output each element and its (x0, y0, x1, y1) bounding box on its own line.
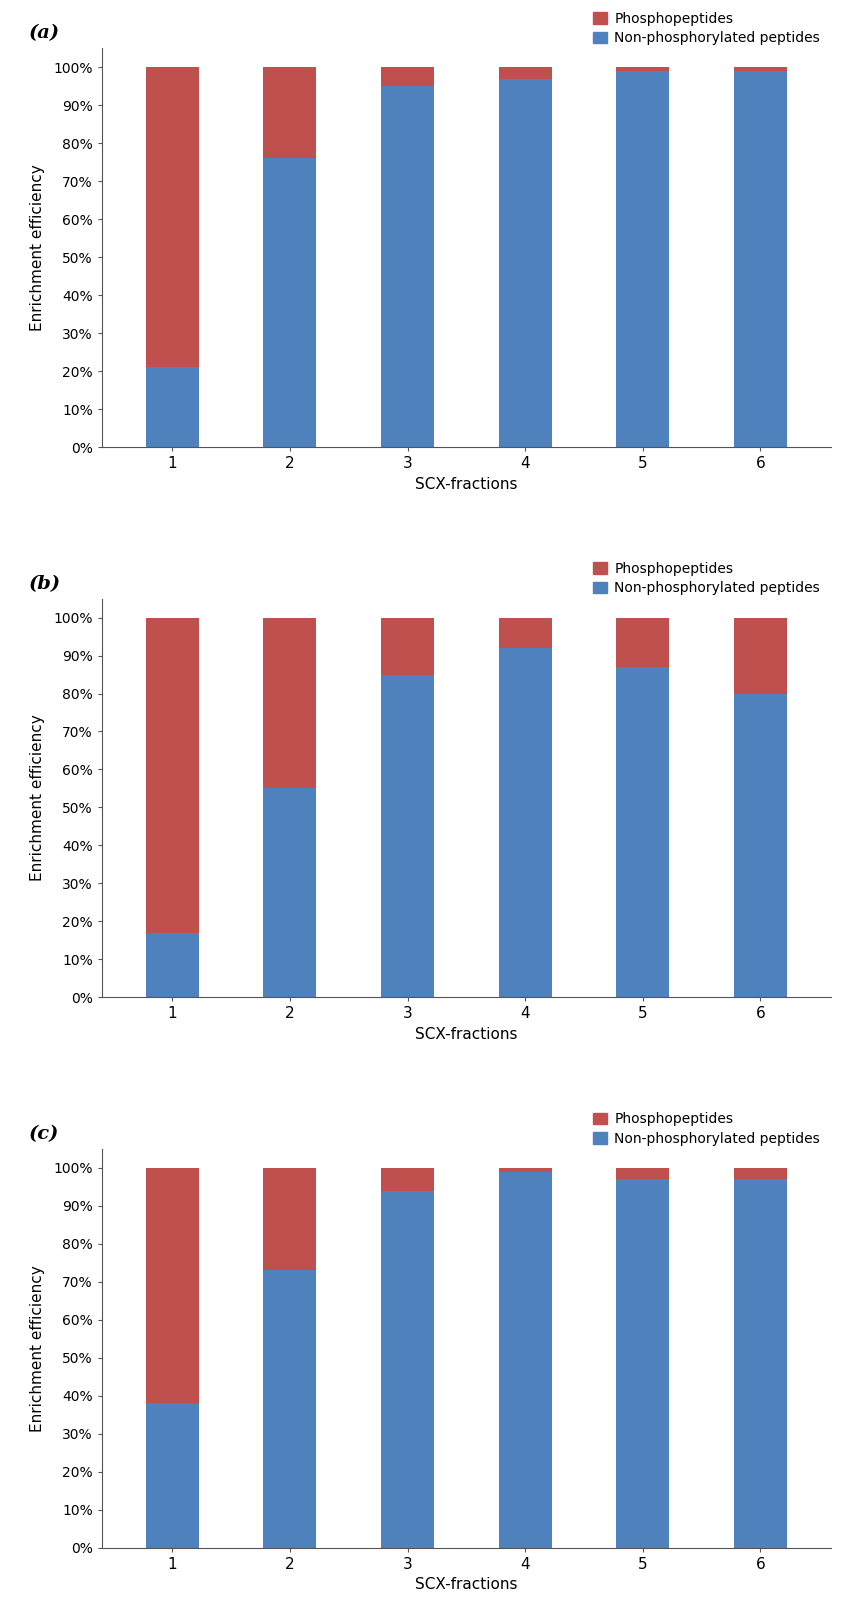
Legend: Phosphopeptides, Non-phosphorylated peptides: Phosphopeptides, Non-phosphorylated pept… (589, 1107, 824, 1149)
Bar (381, 68, 434, 87)
Text: (b): (b) (29, 574, 61, 593)
Bar (734, 617, 787, 693)
X-axis label: SCX-fractions: SCX-fractions (416, 1027, 517, 1041)
Bar (381, 617, 434, 674)
Bar (381, 87, 434, 447)
Bar (264, 788, 316, 998)
Bar (616, 71, 669, 447)
Bar (616, 617, 669, 667)
Bar (499, 648, 552, 998)
Bar (734, 71, 787, 447)
Bar (499, 1167, 552, 1172)
Bar (146, 68, 198, 368)
Bar (146, 1402, 198, 1548)
Bar (616, 68, 669, 71)
Bar (616, 1180, 669, 1548)
Bar (264, 1167, 316, 1270)
Legend: Phosphopeptides, Non-phosphorylated peptides: Phosphopeptides, Non-phosphorylated pept… (589, 558, 824, 600)
Bar (616, 1167, 669, 1180)
Y-axis label: Enrichment efficiency: Enrichment efficiency (30, 714, 45, 882)
Bar (264, 1270, 316, 1548)
Bar (499, 79, 552, 447)
Bar (616, 667, 669, 998)
Legend: Phosphopeptides, Non-phosphorylated peptides: Phosphopeptides, Non-phosphorylated pept… (589, 8, 824, 50)
Bar (734, 693, 787, 998)
X-axis label: SCX-fractions: SCX-fractions (416, 1577, 517, 1593)
Bar (499, 617, 552, 648)
Bar (146, 933, 198, 998)
Bar (264, 158, 316, 447)
Bar (734, 1180, 787, 1548)
X-axis label: SCX-fractions: SCX-fractions (416, 477, 517, 492)
Y-axis label: Enrichment efficiency: Enrichment efficiency (30, 164, 45, 330)
Bar (146, 1167, 198, 1402)
Bar (264, 617, 316, 788)
Text: (c): (c) (29, 1125, 59, 1143)
Bar (499, 1172, 552, 1548)
Bar (146, 617, 198, 933)
Bar (734, 68, 787, 71)
Bar (264, 68, 316, 158)
Bar (499, 68, 552, 79)
Bar (734, 1167, 787, 1180)
Bar (146, 368, 198, 447)
Y-axis label: Enrichment efficiency: Enrichment efficiency (30, 1265, 45, 1431)
Bar (381, 1191, 434, 1548)
Text: (a): (a) (29, 24, 60, 42)
Bar (381, 674, 434, 998)
Bar (381, 1167, 434, 1191)
